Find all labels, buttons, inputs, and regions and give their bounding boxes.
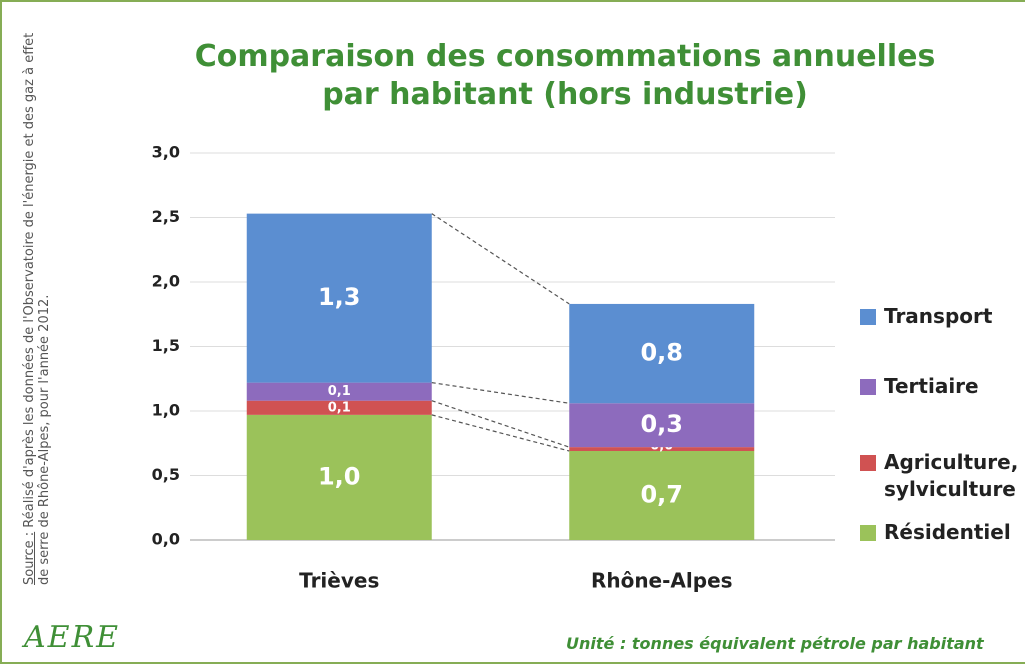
legend-item: Résidentiel	[860, 519, 1027, 546]
legend-item: Transport	[860, 303, 1027, 330]
legend-item: Tertiaire	[860, 373, 1027, 400]
y-tick-label: 2,0	[152, 272, 180, 291]
bar-segment	[569, 403, 755, 448]
data-label: 0,1	[328, 384, 351, 399]
bar-segment	[569, 447, 755, 451]
legend-swatch	[860, 309, 876, 325]
chart-title: Comparaison des consommations annuelles …	[194, 39, 936, 112]
unit-note: Unité : tonnes équivalent pétrole par ha…	[566, 634, 984, 653]
y-tick-label: 1,0	[152, 401, 180, 420]
data-label: 0,7	[640, 480, 683, 508]
y-tick-label: 3,0	[152, 143, 180, 162]
connector	[431, 414, 570, 452]
logo: AERE	[24, 620, 121, 655]
y-tick-label: 0,0	[152, 530, 180, 549]
connector	[431, 400, 570, 448]
bar-segment	[246, 414, 432, 540]
y-tick-label: 0,5	[152, 465, 180, 484]
bar-segment	[246, 382, 432, 401]
data-label: 0,1	[328, 400, 351, 415]
legend-swatch	[860, 379, 876, 395]
legend-label: Agriculture, sylviculture	[884, 450, 1019, 501]
legend-item: Agriculture, sylviculture	[860, 449, 1027, 503]
data-label: 1,3	[318, 283, 361, 311]
y-tick-label: 1,5	[152, 336, 180, 355]
legend-swatch	[860, 525, 876, 541]
legend-swatch	[860, 455, 876, 471]
bar-segment	[569, 303, 755, 404]
connector	[431, 382, 570, 404]
legend-label: Transport	[884, 304, 993, 328]
data-label: 0,8	[640, 339, 683, 367]
data-label: 1,0	[318, 462, 361, 490]
connector	[431, 213, 570, 305]
y-tick-label: 2,5	[152, 207, 180, 226]
legend-label: Résidentiel	[884, 520, 1011, 544]
legend-label: Tertiaire	[884, 374, 979, 398]
x-tick-label: Rhône-Alpes	[591, 569, 733, 593]
bar-segment	[246, 213, 432, 383]
bar-segment	[246, 400, 432, 415]
x-tick-label: Trièves	[299, 569, 379, 593]
bar-segment	[569, 450, 755, 540]
data-label: 0,3	[640, 410, 683, 438]
